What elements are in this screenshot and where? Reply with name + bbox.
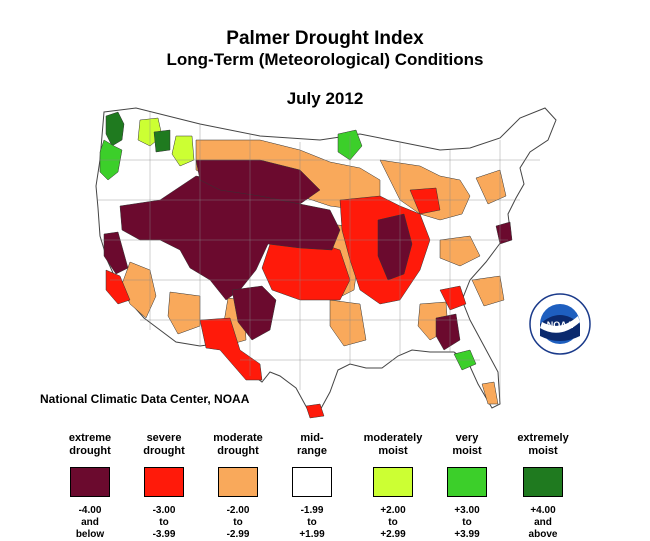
region-severe-drought xyxy=(439,285,467,311)
noaa-logo-icon: NOAA xyxy=(529,293,591,355)
legend-item-mid-range: mid-range -1.99 to +1.99 xyxy=(269,430,355,541)
region-moderate-drought xyxy=(471,275,505,307)
region-moderate-drought xyxy=(481,381,499,405)
legend-label: extremely moist xyxy=(517,432,569,457)
region-extreme-drought xyxy=(231,285,277,341)
legend-label: mid-range xyxy=(297,432,327,457)
region-severe-drought xyxy=(409,187,441,215)
legend-item-severe-drought: severe drought -3.00 to -3.99 xyxy=(121,430,207,541)
legend-swatch xyxy=(292,467,332,497)
region-severe-drought xyxy=(199,317,263,381)
legend-label: severe drought xyxy=(143,432,185,457)
noaa-logo-text: NOAA xyxy=(547,320,574,330)
legend-swatch xyxy=(373,467,413,497)
region-moderate-drought xyxy=(329,299,367,347)
map-subtitle: Long-Term (Meteorological) Conditions xyxy=(166,50,484,69)
climate-division-lines xyxy=(98,112,540,400)
legend-item-very-moist: very moist +3.00 to +3.99 xyxy=(424,430,510,541)
region-moderately-moist xyxy=(171,135,195,167)
region-severe-drought xyxy=(261,239,351,301)
legend-label: moderate drought xyxy=(213,432,263,457)
legend-swatch xyxy=(523,467,563,497)
region-moderate-drought xyxy=(475,169,507,205)
legend-range: +4.00 and above xyxy=(528,505,558,540)
map-title: Palmer Drought Index xyxy=(226,28,424,49)
region-extreme-drought xyxy=(103,231,129,275)
region-moderate-drought xyxy=(167,291,201,335)
source-credit: National Climatic Data Center, NOAA xyxy=(40,392,250,406)
legend-swatch xyxy=(70,467,110,497)
legend-range: -1.99 to +1.99 xyxy=(299,505,325,540)
legend-swatch xyxy=(447,467,487,497)
legend-item-extremely-moist: extremely moist +4.00 and above xyxy=(500,430,586,541)
legend-range: +3.00 to +3.99 xyxy=(454,505,480,540)
region-severe-drought xyxy=(305,403,325,419)
legend-swatch xyxy=(218,467,258,497)
legend-label: very moist xyxy=(452,432,482,457)
legend-swatch xyxy=(144,467,184,497)
legend-label: extreme drought xyxy=(68,432,112,457)
region-extreme-drought xyxy=(435,313,461,351)
region-extreme-drought xyxy=(377,213,413,281)
region-extremely-moist xyxy=(105,111,125,147)
map-period: July 2012 xyxy=(286,89,364,108)
legend-label: moderately moist xyxy=(363,432,423,457)
region-very-moist xyxy=(153,129,171,153)
region-severe-drought xyxy=(105,269,131,305)
